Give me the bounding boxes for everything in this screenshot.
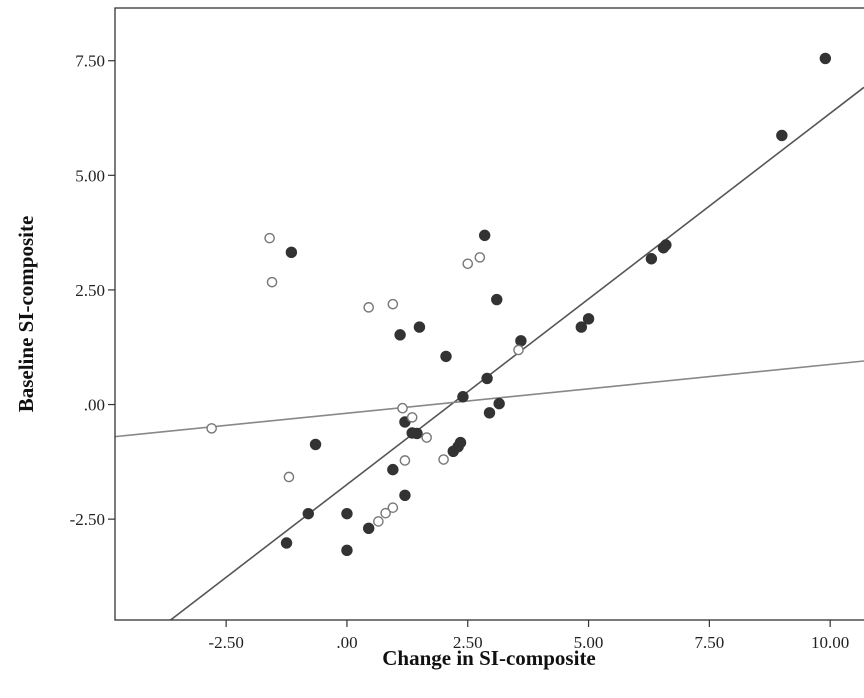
open-data-point xyxy=(408,413,417,422)
filled-data-point xyxy=(342,545,352,555)
open-data-point xyxy=(422,433,431,442)
open-data-point xyxy=(388,300,397,309)
plot-area-frame xyxy=(115,8,864,620)
open-data-point xyxy=(364,303,373,312)
filled-data-point xyxy=(281,538,291,548)
filled-data-point xyxy=(484,408,494,418)
y-tick-label: 7.50 xyxy=(75,52,105,71)
filled-data-point xyxy=(492,294,502,304)
filled-data-point xyxy=(395,330,405,340)
filled-data-point xyxy=(479,230,489,240)
filled-data-point xyxy=(342,508,352,518)
filled-data-point xyxy=(494,398,504,408)
open-data-point xyxy=(463,259,472,268)
x-tick-label: -2.50 xyxy=(208,633,243,652)
regression-lines xyxy=(115,87,864,620)
filled-data-point xyxy=(646,254,656,264)
y-axis-ticks: -2.50 .00 2.50 5.00 7.50 xyxy=(70,52,115,529)
filled-data-point xyxy=(458,392,468,402)
y-tick-label: .00 xyxy=(84,396,105,415)
open-data-point xyxy=(475,253,484,262)
filled-data-point xyxy=(658,243,668,253)
filled-data-point xyxy=(414,322,424,332)
open-data-point xyxy=(265,234,274,243)
y-tick-label: 5.00 xyxy=(75,166,105,185)
filled-data-point xyxy=(820,53,830,63)
filled-data-point xyxy=(310,439,320,449)
y-tick-label: 2.50 xyxy=(75,281,105,300)
filled-data-point xyxy=(777,130,787,140)
data-points xyxy=(207,53,830,555)
filled-data-point xyxy=(303,508,313,518)
filled-data-point xyxy=(576,322,586,332)
filled-data-point xyxy=(400,490,410,500)
open-data-point xyxy=(267,278,276,287)
filled-data-point xyxy=(441,351,451,361)
open-data-point xyxy=(398,404,407,413)
open-data-point xyxy=(514,345,523,354)
filled-data-point xyxy=(286,247,296,257)
x-tick-label: 7.50 xyxy=(694,633,724,652)
filled-data-point xyxy=(407,428,417,438)
open-data-point xyxy=(374,517,383,526)
filled-data-point xyxy=(455,437,465,447)
open-data-point xyxy=(400,456,409,465)
shallow-regression-line xyxy=(115,361,864,437)
open-data-point xyxy=(381,509,390,518)
y-tick-label: -2.50 xyxy=(70,510,105,529)
filled-data-point xyxy=(583,314,593,324)
filled-data-point xyxy=(482,373,492,383)
filled-data-point xyxy=(516,336,526,346)
x-tick-label: .00 xyxy=(336,633,357,652)
y-axis-title: Baseline SI-composite xyxy=(14,216,38,413)
x-tick-label: 10.00 xyxy=(811,633,849,652)
open-data-point xyxy=(207,424,216,433)
open-data-point xyxy=(284,472,293,481)
x-axis-title: Change in SI-composite xyxy=(382,646,596,670)
filled-data-point xyxy=(388,464,398,474)
filled-data-point xyxy=(363,523,373,533)
open-data-point xyxy=(439,455,448,464)
